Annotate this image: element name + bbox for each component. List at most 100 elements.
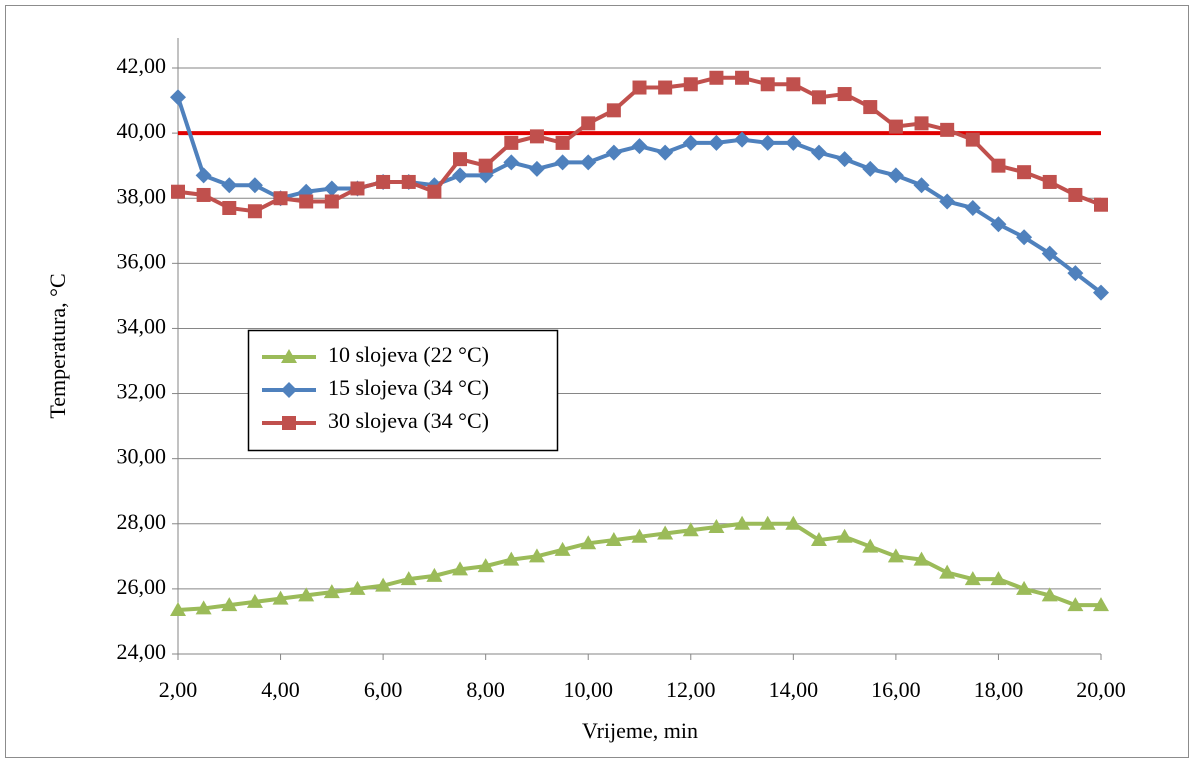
marker (221, 597, 238, 612)
marker (810, 532, 827, 547)
marker (1042, 174, 1057, 189)
marker (400, 571, 417, 586)
marker (298, 587, 315, 602)
marker (964, 571, 981, 586)
marker (682, 134, 699, 151)
marker (914, 116, 929, 131)
marker (785, 515, 802, 530)
marker (222, 200, 237, 215)
marker (887, 548, 904, 563)
marker (939, 193, 956, 210)
marker (862, 160, 879, 177)
marker (376, 174, 391, 189)
marker (349, 580, 366, 595)
y-tick-label: 30,00 (117, 444, 167, 469)
marker (1016, 580, 1033, 595)
legend-label: 15 slojeva (34 °C) (328, 375, 489, 400)
marker (324, 194, 339, 209)
marker (709, 70, 724, 85)
marker (991, 158, 1006, 173)
marker (426, 567, 443, 582)
marker (350, 181, 365, 196)
x-tick-label: 14,00 (769, 677, 819, 702)
marker (1017, 165, 1032, 180)
marker (1041, 245, 1058, 262)
marker (478, 158, 493, 173)
marker (759, 134, 776, 151)
y-tick-label: 38,00 (117, 183, 167, 208)
x-tick-label: 12,00 (666, 677, 716, 702)
marker (477, 558, 494, 573)
marker (375, 577, 392, 592)
marker (683, 77, 698, 92)
marker (605, 144, 622, 161)
series (170, 89, 1109, 301)
marker (913, 551, 930, 566)
legend: 10 slojeva (22 °C) 15 slojeva (34 °C) 30 s… (247, 329, 559, 452)
x-tick-label: 6,00 (364, 677, 403, 702)
marker (965, 132, 980, 147)
marker (504, 135, 519, 150)
legend-label: 10 slojeva (22 °C) (328, 342, 489, 367)
marker (281, 382, 297, 398)
marker (246, 593, 263, 608)
marker (863, 100, 878, 115)
y-tick-label: 26,00 (117, 574, 167, 599)
x-tick-label: 18,00 (974, 677, 1024, 702)
x-tick-label: 20,00 (1076, 677, 1126, 702)
marker (1068, 187, 1083, 202)
marker (760, 77, 775, 92)
marker (837, 87, 852, 102)
marker (528, 548, 545, 563)
marker (990, 571, 1007, 586)
marker (708, 519, 725, 534)
marker (529, 129, 544, 144)
marker (836, 528, 853, 543)
marker (1041, 587, 1058, 602)
marker (811, 90, 826, 105)
x-tick-label: 8,00 (466, 677, 505, 702)
marker (196, 187, 211, 202)
marker (427, 184, 442, 199)
marker (759, 515, 776, 530)
x-axis-title: Vrijeme, min (582, 718, 698, 743)
marker (1094, 197, 1108, 212)
marker (581, 116, 596, 131)
marker (247, 204, 262, 219)
marker (221, 177, 238, 194)
marker (631, 528, 648, 543)
x-tick-label: 4,00 (261, 677, 300, 702)
marker (580, 154, 597, 171)
marker (323, 180, 340, 197)
marker (888, 119, 903, 134)
marker (682, 522, 699, 537)
marker (658, 80, 673, 95)
marker (281, 349, 297, 363)
marker (605, 532, 622, 547)
marker (554, 541, 571, 556)
marker (503, 154, 520, 171)
marker (246, 177, 263, 194)
marker (913, 177, 930, 194)
marker (528, 160, 545, 177)
marker (940, 122, 955, 137)
marker (1016, 229, 1033, 246)
marker (735, 70, 750, 85)
marker (862, 538, 879, 553)
marker (657, 525, 674, 540)
marker (323, 584, 340, 599)
y-tick-label: 40,00 (117, 118, 167, 143)
x-tick-label: 2,00 (159, 677, 198, 702)
marker (272, 590, 289, 605)
marker (786, 77, 801, 92)
y-tick-label: 42,00 (117, 53, 167, 78)
y-tick-label: 28,00 (117, 509, 167, 534)
marker (657, 144, 674, 161)
marker (170, 89, 186, 106)
marker (282, 416, 296, 430)
marker (452, 561, 469, 576)
marker (836, 151, 853, 168)
legend-label: 30 slojeva (34 °C) (328, 408, 489, 433)
marker (171, 184, 185, 199)
